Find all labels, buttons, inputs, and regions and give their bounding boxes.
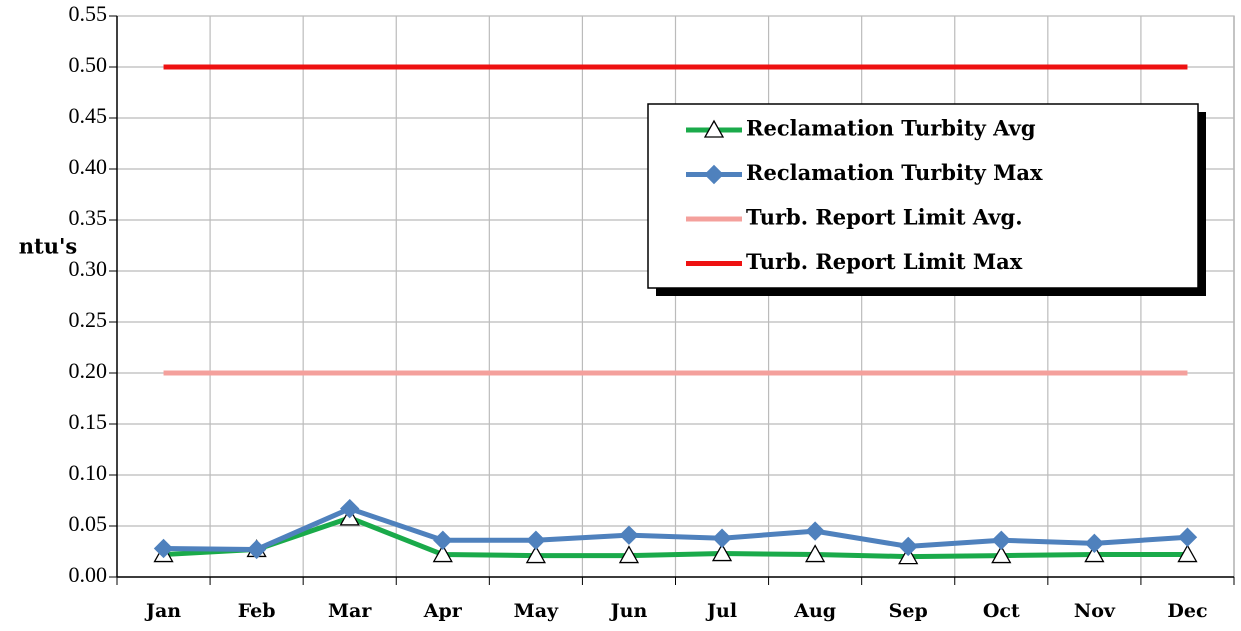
x-tick-label: Mar xyxy=(328,600,372,622)
y-tick-label: 0.00 xyxy=(69,562,108,587)
legend xyxy=(647,103,1199,289)
y-tick-label: 0.25 xyxy=(69,307,108,332)
marker-triangle xyxy=(1084,544,1105,563)
legend-label: Reclamation Turbity Avg xyxy=(746,116,1036,141)
marker-diamond xyxy=(805,521,825,541)
y-tick-label: 0.05 xyxy=(69,511,108,536)
marker-triangle xyxy=(703,119,725,138)
marker-diamond xyxy=(991,530,1011,550)
marker-diamond xyxy=(153,538,174,559)
x-tick-label: Aug xyxy=(793,600,836,622)
x-tick-label: Apr xyxy=(423,600,463,622)
marker-triangle xyxy=(525,545,546,564)
y-tick-label: 0.20 xyxy=(69,358,108,383)
marker-diamond xyxy=(526,530,546,550)
y-tick-label: 0.45 xyxy=(69,103,108,128)
series-line xyxy=(163,515,1188,560)
y-tick-label: 0.15 xyxy=(69,409,108,434)
marker-diamond xyxy=(619,525,639,545)
legend-label: Reclamation Turbity Max xyxy=(746,160,1043,185)
y-tick-label: 0.35 xyxy=(69,205,108,230)
marker-diamond xyxy=(1177,527,1198,547)
marker-triangle xyxy=(711,543,733,562)
marker-diamond xyxy=(340,498,360,519)
marker-triangle xyxy=(805,544,826,563)
marker-triangle xyxy=(432,544,453,563)
marker-triangle xyxy=(991,545,1012,564)
marker-triangle xyxy=(1177,544,1198,563)
x-tick-label: Sep xyxy=(889,600,928,622)
x-tick-label: Oct xyxy=(983,600,1020,622)
series-line xyxy=(163,506,1188,552)
marker-diamond xyxy=(433,530,453,550)
marker-diamond xyxy=(898,536,918,557)
marker-triangle xyxy=(618,545,640,564)
y-tick-label: 0.30 xyxy=(69,256,108,281)
y-tick-label: 0.50 xyxy=(69,52,108,77)
marker-diamond xyxy=(1084,533,1105,554)
y-tick-label: 0.55 xyxy=(69,1,108,26)
y-tick-label: 0.40 xyxy=(69,154,108,179)
y-axis-label: ntu's xyxy=(19,234,78,259)
x-tick-label: May xyxy=(514,600,559,622)
y-tick-label: 0.10 xyxy=(69,460,108,485)
legend-label: Turb. Report Limit Avg. xyxy=(746,205,1023,230)
marker-diamond xyxy=(712,528,732,548)
x-tick-label: Dec xyxy=(1167,600,1207,622)
marker-diamond xyxy=(246,539,267,560)
marker-diamond xyxy=(704,164,724,185)
x-tick-label: Nov xyxy=(1074,600,1116,622)
x-tick-label: Feb xyxy=(238,600,276,622)
x-tick-label: Jan xyxy=(144,600,181,622)
legend-label: Turb. Report Limit Max xyxy=(746,249,1023,274)
x-tick-label: Jun xyxy=(609,600,648,622)
x-tick-label: Jul xyxy=(705,600,737,622)
